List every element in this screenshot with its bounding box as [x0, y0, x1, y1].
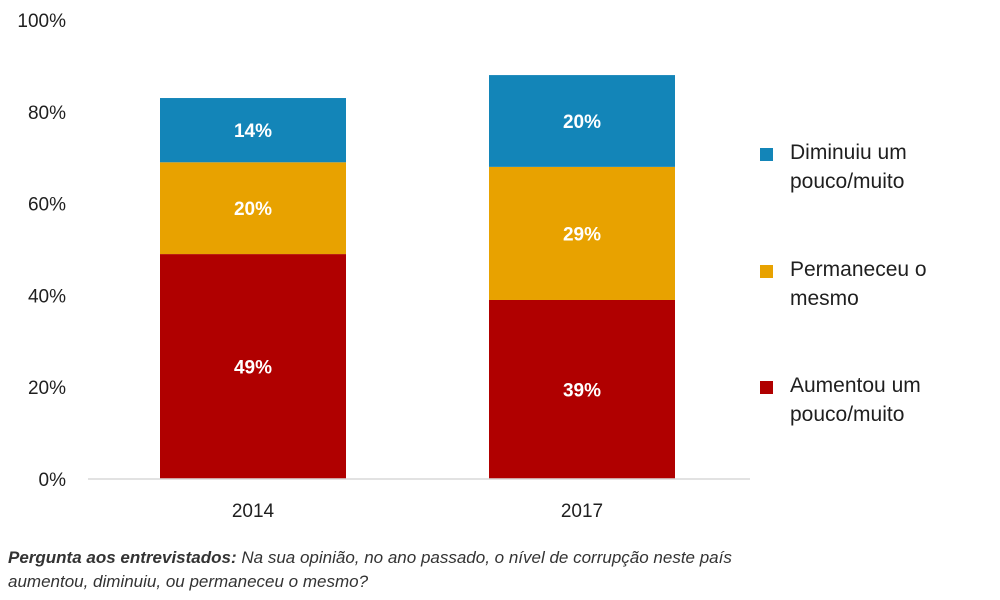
y-tick-label: 100% — [17, 11, 66, 32]
data-label: 20% — [234, 199, 272, 220]
legend-label-line1: Permaneceu o — [790, 258, 927, 281]
data-label: 29% — [563, 224, 601, 245]
caption-line1: Na sua opinião, no ano passado, o nível … — [241, 548, 732, 567]
legend-label-line2: mesmo — [790, 287, 859, 310]
bar-segment — [489, 75, 675, 167]
data-label: 49% — [234, 358, 272, 379]
y-tick-label: 40% — [28, 286, 66, 307]
x-tick-label: 2017 — [561, 501, 603, 522]
bar-segment — [160, 254, 346, 479]
caption-line2: aumentou, diminuiu, ou permaneceu o mesm… — [8, 572, 369, 591]
legend-swatch — [760, 381, 773, 394]
bars: 49% 20% 14% 39% 29% 20% — [160, 75, 675, 479]
legend-item-permaneceu: Permaneceu o mesmo — [760, 255, 1000, 313]
legend-swatch — [760, 148, 773, 161]
x-tick-label: 2014 — [232, 501, 275, 522]
legend-label-line1: Aumentou um — [790, 374, 921, 397]
legend-swatch — [760, 265, 773, 278]
x-axis-ticks: 2014 2017 — [88, 478, 750, 522]
y-tick-label: 20% — [28, 378, 66, 399]
bar-segment — [489, 299, 675, 479]
legend-item-diminuiu: Diminuiu um pouco/muito — [760, 138, 1000, 196]
bar-segment — [160, 98, 346, 163]
question-caption: Pergunta aos entrevistados: Na sua opini… — [8, 546, 988, 594]
legend-label-line2: pouco/muito — [790, 170, 905, 193]
bar-segment — [160, 162, 346, 255]
legend-label-line2: pouco/muito — [790, 403, 905, 426]
caption-label: Pergunta aos entrevistados: — [8, 548, 237, 567]
legend-label-line1: Diminuiu um — [790, 141, 907, 164]
y-axis-ticks: 0% 20% 40% 60% 80% 100% — [17, 11, 66, 491]
data-label: 14% — [234, 121, 272, 142]
y-tick-label: 80% — [28, 103, 66, 124]
data-label: 39% — [563, 380, 601, 401]
legend-item-aumentou: Aumentou um pouco/muito — [760, 371, 1000, 429]
bar-segment — [489, 166, 675, 300]
y-tick-label: 60% — [28, 195, 66, 216]
data-label: 20% — [563, 112, 601, 133]
y-tick-label: 0% — [39, 470, 67, 491]
